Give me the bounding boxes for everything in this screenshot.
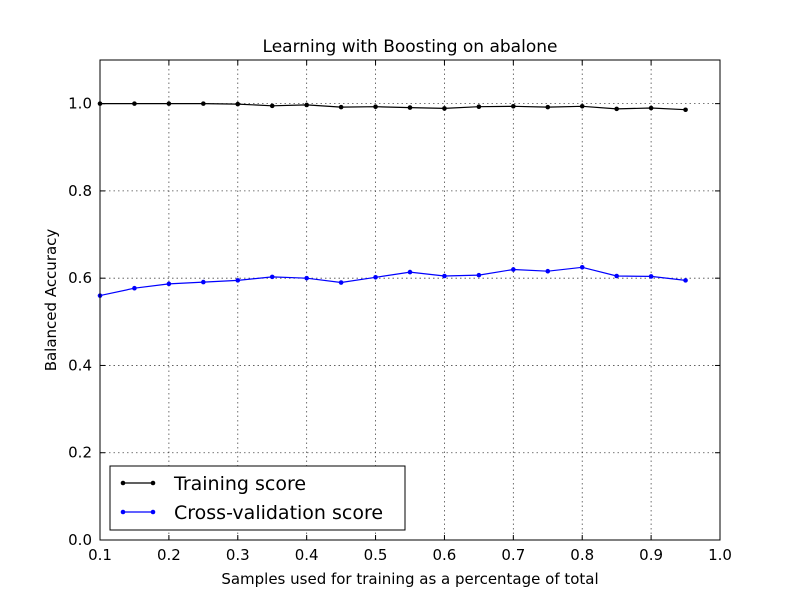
data-point [373, 104, 378, 109]
data-point [338, 104, 344, 110]
data-point [579, 264, 585, 270]
legend-box [109, 465, 406, 531]
series-line-0 [100, 102, 686, 111]
x-tick-label: 0.4 [295, 546, 319, 564]
data-point [201, 279, 206, 285]
legend-swatch-marker [150, 509, 156, 515]
x-axis-label: Samples used for training as a percentag… [221, 570, 598, 588]
data-point [579, 103, 585, 109]
data-point [235, 278, 241, 283]
data-point [166, 281, 172, 287]
y-tick-label: 0.4 [68, 356, 92, 374]
data-point [511, 103, 516, 109]
y-tick-label: 0.6 [68, 269, 92, 287]
data-point [132, 285, 137, 291]
axis-ticks: 0.1 0.2 0.3 0.4 0.5 0.6 0.7 0.8 0.9 1.0 0.0 0.2 0.4 0… [68, 60, 732, 564]
legend: Training score Cross-validation score [109, 465, 406, 531]
data-point [407, 269, 413, 275]
y-tick-label: 1.0 [68, 95, 92, 113]
x-tick-label: 0.6 [433, 546, 457, 564]
legend-swatch-marker [120, 509, 126, 515]
data-point [545, 268, 551, 274]
data-point [166, 101, 172, 106]
data-point [648, 105, 654, 111]
data-point [132, 101, 137, 106]
data-point [614, 273, 619, 279]
series-line-1 [99, 266, 686, 297]
data-point [304, 275, 309, 281]
data-point [269, 103, 275, 109]
data-point [442, 106, 447, 111]
y-tick-label: 0.2 [68, 444, 92, 462]
data-point [407, 105, 413, 110]
x-tick-label: 0.1 [88, 546, 112, 564]
data-point [511, 267, 516, 272]
legend-swatch-marker [150, 480, 156, 486]
x-tick-label: 0.8 [570, 546, 594, 564]
data-point [545, 104, 551, 110]
data-point [442, 273, 447, 279]
data-point [373, 275, 378, 280]
data-point [338, 280, 344, 285]
data-point [476, 272, 482, 278]
y-tick-label: 0.8 [68, 182, 92, 200]
data-point [201, 101, 206, 106]
y-tick-label: 0.0 [68, 531, 92, 549]
plot-frame [99, 59, 721, 541]
data-point [683, 107, 688, 113]
x-tick-label: 0.2 [157, 546, 181, 564]
y-axis-label: Balanced Accuracy [42, 229, 60, 372]
data-point [269, 274, 275, 280]
data-point [683, 278, 688, 283]
data-point [235, 101, 241, 107]
data-point [476, 104, 482, 109]
legend-label: Training score [173, 473, 306, 495]
data-point [304, 102, 309, 108]
x-tick-label: 1.0 [708, 546, 732, 564]
data-point [648, 274, 654, 279]
legend-swatch-marker [120, 480, 126, 486]
x-tick-label: 0.5 [364, 546, 388, 564]
series-layer [97, 101, 688, 298]
x-tick-label: 0.7 [501, 546, 525, 564]
legend-label: Cross-validation score [174, 502, 383, 524]
chart-title: Learning with Boosting on abalone [263, 37, 558, 57]
x-tick-label: 0.9 [639, 546, 663, 564]
x-tick-label: 0.3 [226, 546, 250, 564]
data-point [614, 106, 619, 112]
